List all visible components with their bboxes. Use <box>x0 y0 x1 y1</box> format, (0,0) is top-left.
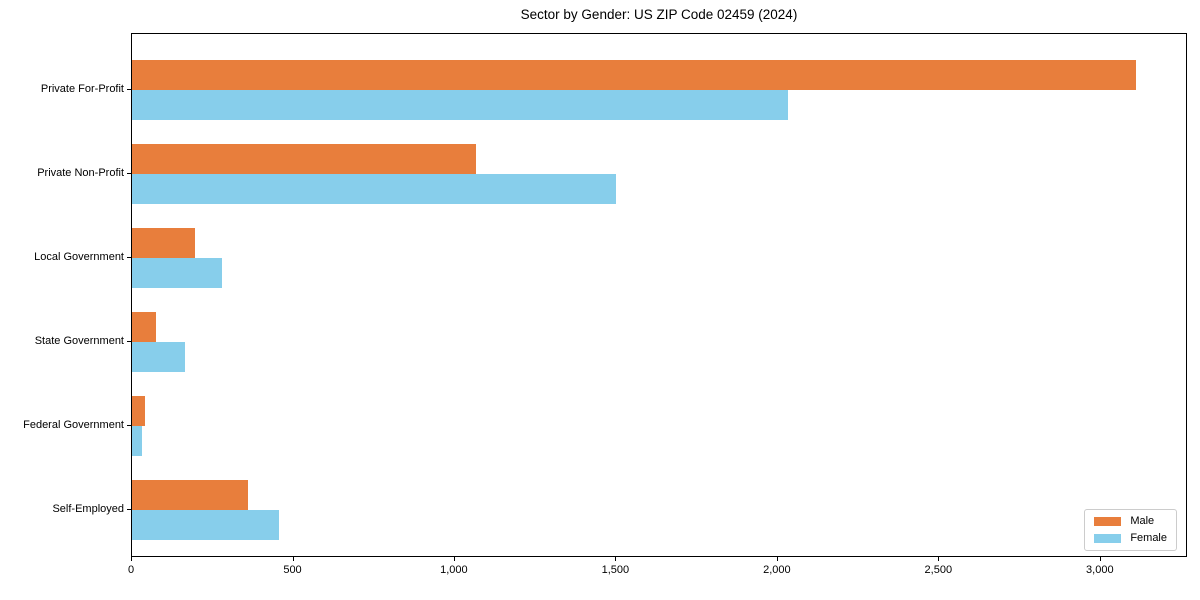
female-legend-swatch <box>1094 534 1122 543</box>
x-tick-label: 1,000 <box>440 564 468 576</box>
y-tick-label-private-non-profit: Private Non-Profit <box>37 167 124 179</box>
female-legend-label: Female <box>1130 532 1167 544</box>
x-tick-label: 2,500 <box>924 564 953 576</box>
x-tick-label: 3,000 <box>1086 564 1114 576</box>
male-legend-swatch <box>1094 517 1122 526</box>
x-tick-mark <box>776 557 778 561</box>
x-tick-label: 0 <box>127 564 135 576</box>
bar-male-self-employed <box>132 480 248 510</box>
legend-item-male: Male <box>1094 516 1167 527</box>
x-tick-mark <box>292 557 294 561</box>
bar-male-federal-government <box>132 396 145 426</box>
x-tick-mark <box>131 557 132 561</box>
bar-male-state-government <box>132 312 156 342</box>
legend-item-female: Female <box>1094 533 1167 544</box>
bar-male-private-non-profit <box>132 144 476 174</box>
x-tick-mark <box>453 557 455 561</box>
chart-title: Sector by Gender: US ZIP Code 02459 (202… <box>520 7 798 22</box>
x-tick-label: 500 <box>283 564 302 576</box>
y-tick-label-local-government: Local Government <box>34 251 124 263</box>
y-tick-label-federal-government: Federal Government <box>23 419 124 431</box>
x-tick-label: 2,000 <box>763 564 791 576</box>
bars-layer <box>132 34 1186 556</box>
x-tick-mark <box>938 557 940 561</box>
bar-female-private-non-profit <box>132 174 617 204</box>
bar-female-state-government <box>132 342 186 372</box>
legend: Male Female <box>1084 509 1177 551</box>
bar-female-federal-government <box>132 426 142 456</box>
x-tick-label: 1,500 <box>601 564 630 576</box>
x-tick-mark <box>1099 557 1101 561</box>
y-tick-label-self-employed: Self-Employed <box>52 503 124 515</box>
y-tick-label-private-for-profit: Private For-Profit <box>40 83 124 95</box>
y-tick-label-state-government: State Government <box>34 335 124 347</box>
male-legend-label: Male <box>1130 515 1155 527</box>
bar-female-local-government <box>132 258 223 288</box>
x-tick-mark <box>615 557 617 561</box>
plot-area: Male Female <box>131 33 1187 557</box>
bar-male-local-government <box>132 228 195 258</box>
bar-female-self-employed <box>132 510 279 540</box>
bar-female-private-for-profit <box>132 90 788 120</box>
bar-male-private-for-profit <box>132 60 1137 90</box>
